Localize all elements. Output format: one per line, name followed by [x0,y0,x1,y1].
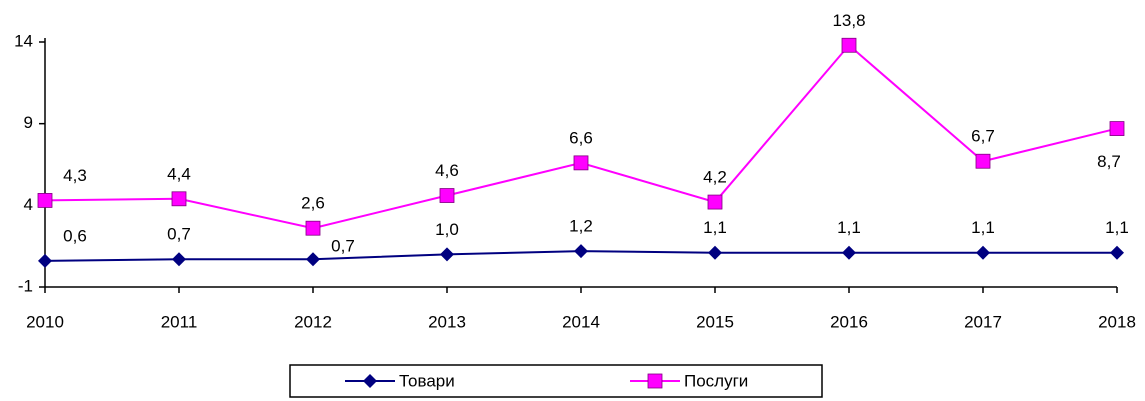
y-tick-label: 4 [24,195,33,214]
point [975,153,991,169]
data-label: 8,7 [1097,152,1121,171]
x-tick-label: 2012 [294,312,332,331]
x-tick-label: 2013 [428,312,466,331]
point [1109,121,1125,136]
point [574,244,588,259]
point [1110,245,1124,260]
data-label: 6,6 [569,128,593,147]
x-tick-label: 2010 [26,312,64,331]
data-label: 4,6 [435,161,459,180]
data-label: 4,3 [63,166,87,185]
x-tick-label: 2011 [161,312,198,331]
point [171,191,187,207]
point [976,245,990,260]
data-label: 0,7 [331,237,355,256]
data-label: 1,0 [435,220,459,239]
legend-marker [363,374,377,388]
y-tick-label: -1 [18,276,33,295]
point [841,37,857,53]
point [172,252,186,267]
data-label: 1,1 [837,218,861,237]
y-tick-label: 9 [24,113,33,132]
data-label: 0,7 [167,225,191,244]
x-tick-label: 2014 [562,312,600,331]
point [37,193,53,208]
point [306,252,320,267]
point [439,188,455,203]
point [573,155,589,171]
data-label: 4,4 [167,164,191,183]
y-tick-label: 14 [14,31,33,50]
data-label: 13,8 [832,11,865,30]
x-tick-label: 2016 [830,312,868,331]
point [440,247,454,262]
x-tick-label: 2015 [696,312,734,331]
legend-marker [647,373,663,389]
data-label: 1,1 [703,218,727,237]
point [305,220,321,236]
data-label: 1,1 [971,218,995,237]
data-label: 0,6 [63,226,87,245]
data-label: 4,2 [703,168,727,187]
data-label: 1,1 [1105,218,1129,237]
point [38,253,52,268]
point [708,245,722,260]
x-tick-label: 2017 [964,312,1002,331]
legend-label: Товари [399,371,455,390]
legend-label: Послуги [684,371,748,390]
x-tick-label: 2018 [1098,312,1136,331]
point [842,245,856,260]
data-label: 2,6 [301,194,325,213]
data-label: 6,7 [971,127,995,146]
point [707,194,723,210]
data-label: 1,2 [569,217,593,236]
